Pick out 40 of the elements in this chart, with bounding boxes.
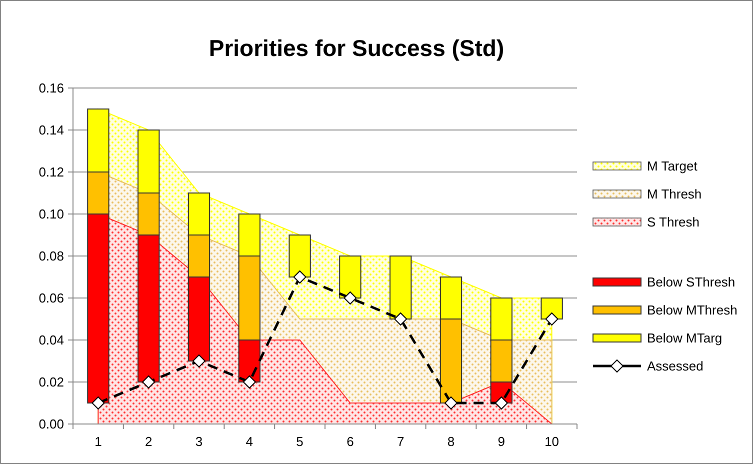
- y-tick-label: 0.12: [38, 164, 64, 180]
- point: [142, 376, 156, 388]
- x-tick-label: 9: [498, 434, 506, 449]
- x-tick-label: 5: [296, 434, 304, 449]
- legend-label: Below SThresh: [647, 274, 736, 290]
- y-tick-label: 0.08: [38, 248, 64, 264]
- x-tick-label: 10: [544, 434, 560, 449]
- legend-label: Below MTarg: [647, 330, 722, 346]
- point: [444, 396, 458, 410]
- y-tick-label: 0.10: [38, 206, 64, 222]
- legend-label: M Target: [647, 158, 698, 174]
- point: [394, 312, 408, 326]
- chart-title: Priorities for Success (Std): [208, 35, 504, 61]
- x-tick-label: 8: [447, 434, 455, 449]
- bar: [288, 234, 311, 278]
- point: [192, 354, 206, 368]
- y-tick-label: 0.14: [38, 122, 64, 138]
- x-tick-label: 1: [94, 434, 102, 449]
- point: [545, 312, 558, 326]
- point: [494, 396, 508, 410]
- y-tick-label: 0.02: [38, 374, 64, 390]
- point: [92, 396, 105, 410]
- bar: [339, 256, 362, 298]
- point: [293, 270, 306, 284]
- x-tick-label: 3: [195, 434, 203, 449]
- x-tick-label: 6: [346, 434, 354, 449]
- y-tick-label: 0.16: [38, 80, 64, 96]
- y-tick-label: 0.04: [38, 332, 64, 348]
- legend-label: S Thresh: [647, 214, 700, 230]
- bar: [390, 256, 412, 320]
- y-tick-label: 0.06: [38, 290, 64, 306]
- point: [242, 376, 256, 388]
- legend-label: Below MThresh: [647, 302, 738, 318]
- x-tick-label: 4: [246, 434, 254, 449]
- point: [344, 292, 357, 304]
- x-tick-label: 2: [144, 434, 152, 449]
- legend-label: M Thresh: [647, 186, 702, 202]
- x-tick-label: 7: [396, 434, 404, 449]
- y-tick-label: 0.00: [38, 416, 64, 432]
- legend-label: Assessed: [647, 358, 704, 374]
